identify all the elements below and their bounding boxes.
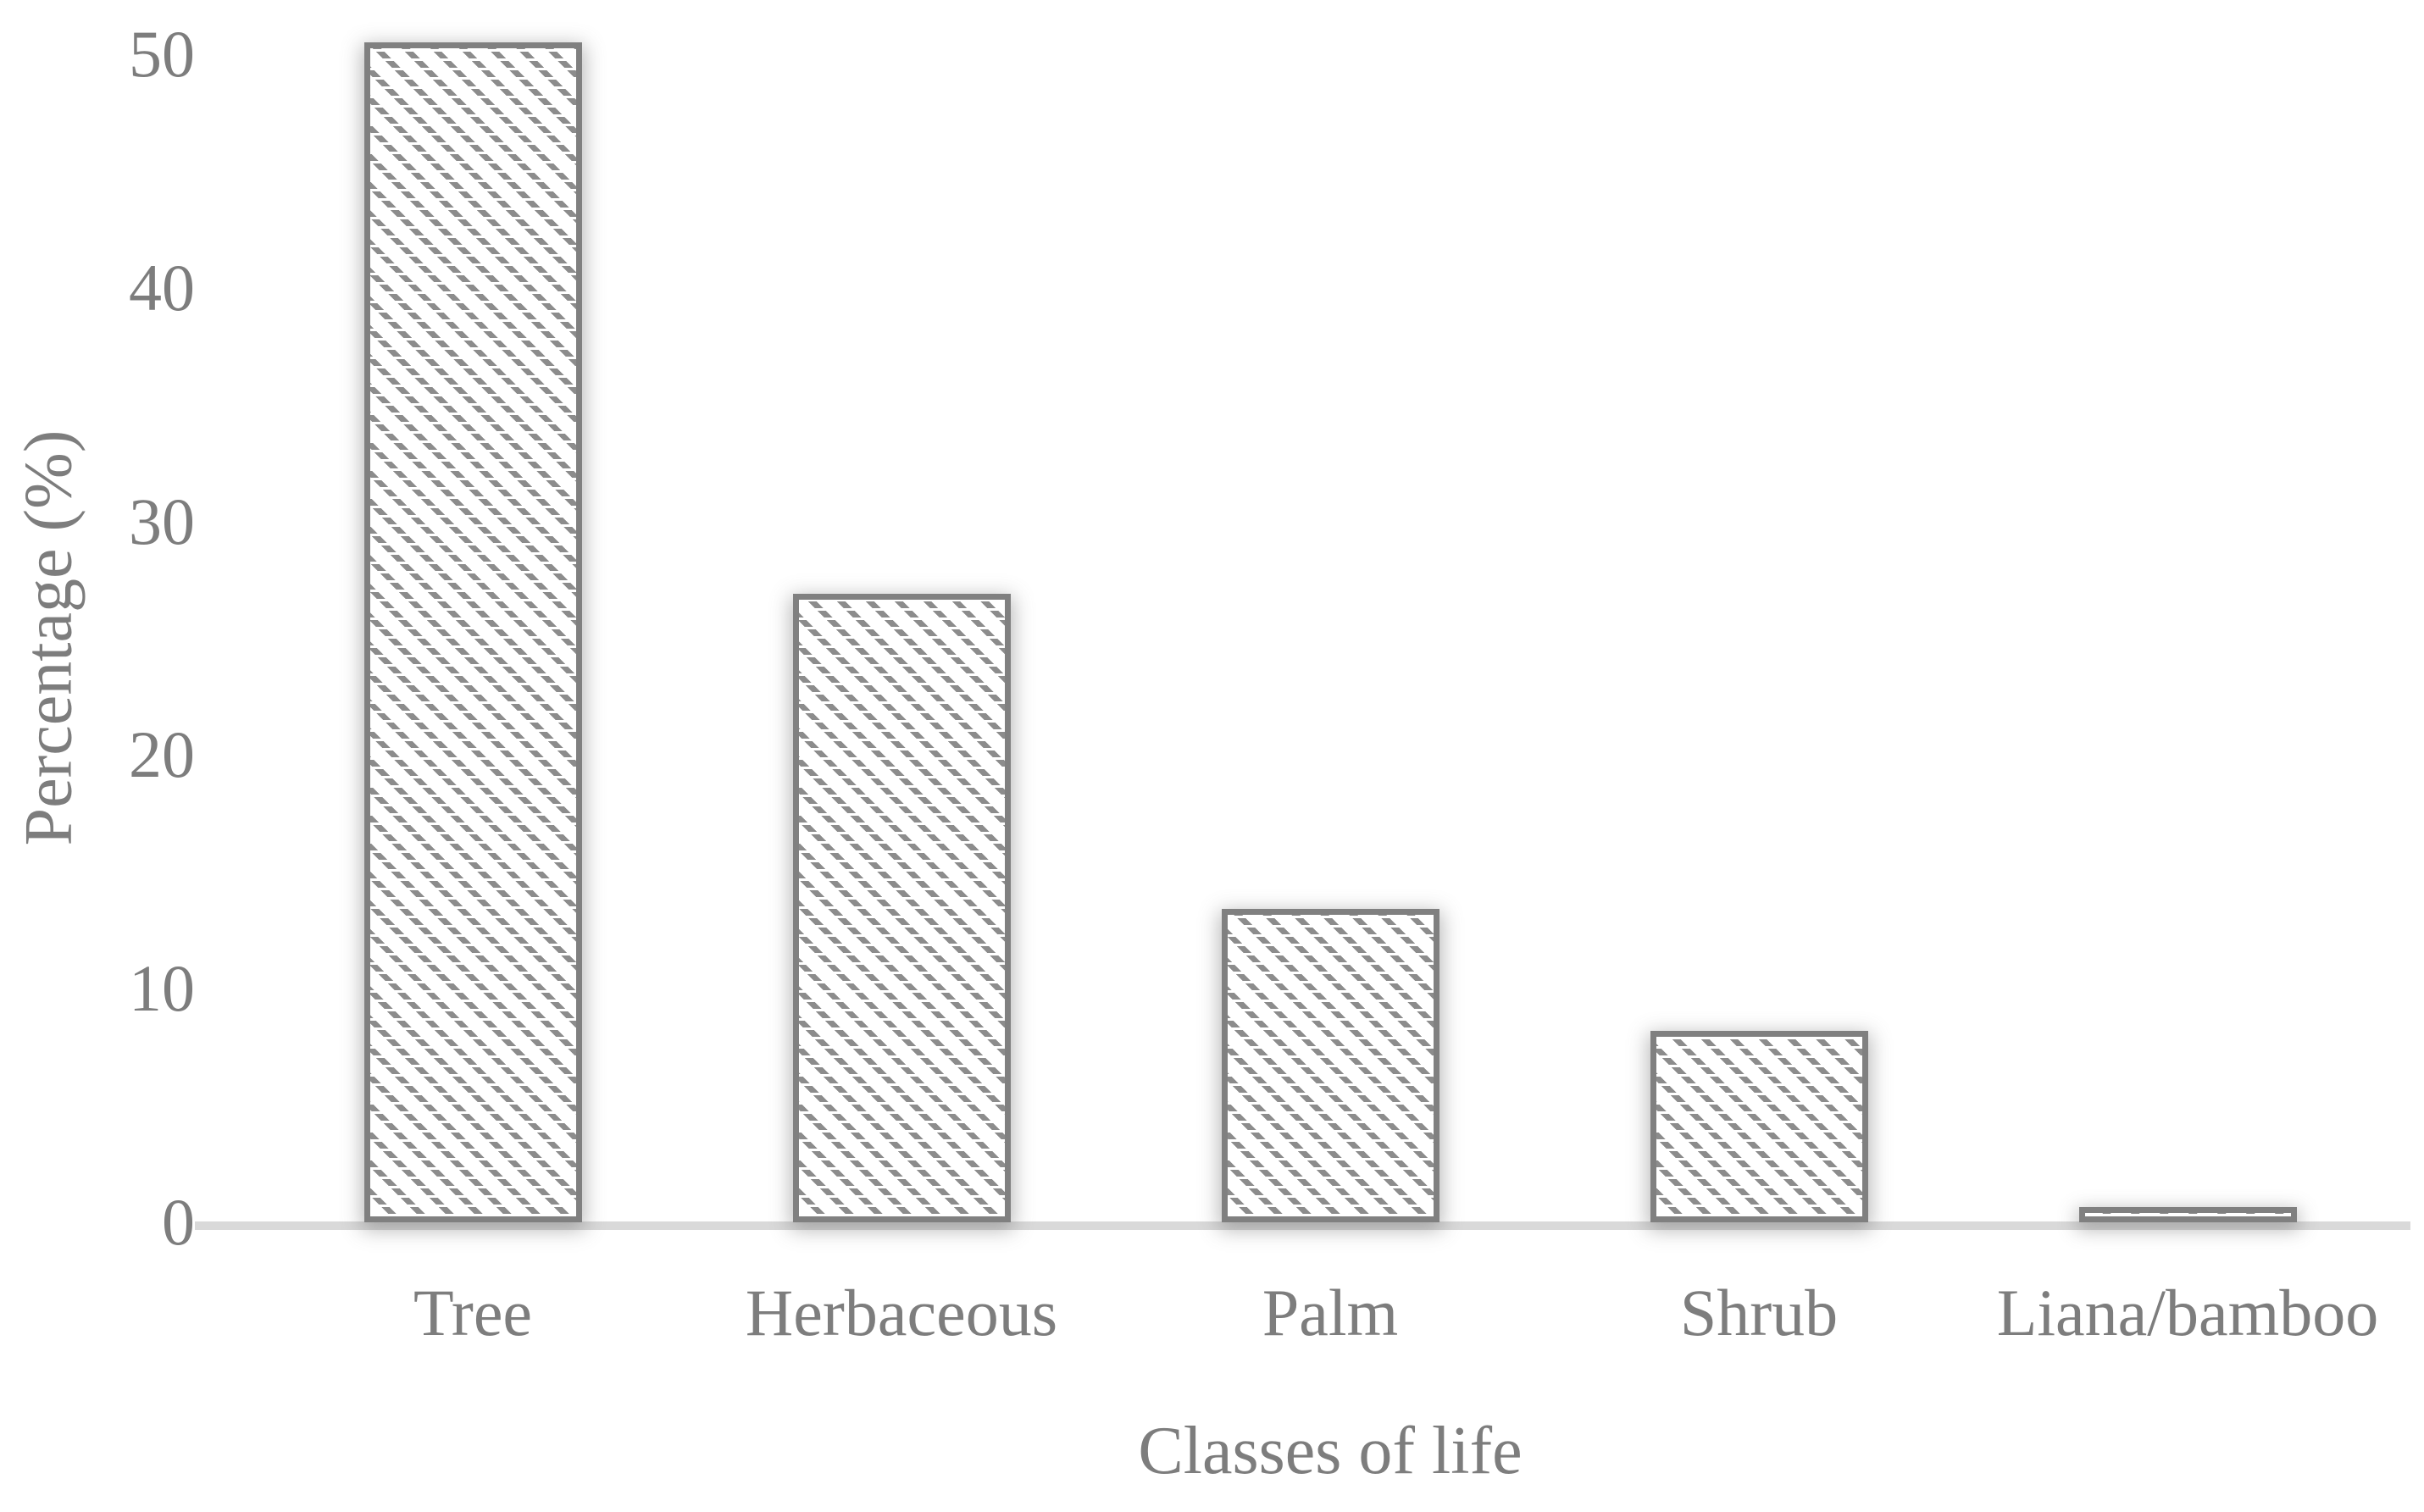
category-cell-palm — [1116, 0, 1545, 1222]
category-label-shrub: Shrub — [1679, 1276, 1839, 1349]
category-label-palm: Palm — [1262, 1276, 1399, 1349]
x-axis-category-labels: Tree Herbaceous Palm Shrub Liana/bamboo — [258, 1279, 2402, 1347]
bar-liana-bamboo — [2078, 1207, 2297, 1222]
category-cell-shrub — [1545, 0, 1973, 1222]
bar-shrub — [1650, 1030, 1868, 1222]
category-label-tree: Tree — [413, 1276, 533, 1349]
category-label-liana-bamboo: Liana/bamboo — [1996, 1276, 2379, 1349]
bar-palm — [1221, 909, 1439, 1222]
x-axis-title: Classes of life — [1138, 1414, 1523, 1488]
plot-area — [258, 0, 2402, 1222]
y-tick-label-20: 20 — [129, 717, 195, 792]
y-tick-label-40: 40 — [129, 250, 195, 324]
y-tick-label-30: 30 — [129, 484, 195, 558]
category-cell-tree — [258, 0, 687, 1222]
x-axis-line — [195, 1221, 2410, 1230]
bar-herbaceous — [792, 594, 1011, 1222]
category-cell-liana-bamboo — [1973, 0, 2402, 1222]
bar-tree — [363, 42, 582, 1222]
category-cell-herbaceous — [687, 0, 1116, 1222]
y-tick-label-50: 50 — [129, 17, 195, 91]
y-tick-label-0: 0 — [162, 1185, 195, 1259]
y-tick-label-10: 10 — [129, 951, 195, 1026]
category-label-herbaceous: Herbaceous — [745, 1276, 1058, 1349]
